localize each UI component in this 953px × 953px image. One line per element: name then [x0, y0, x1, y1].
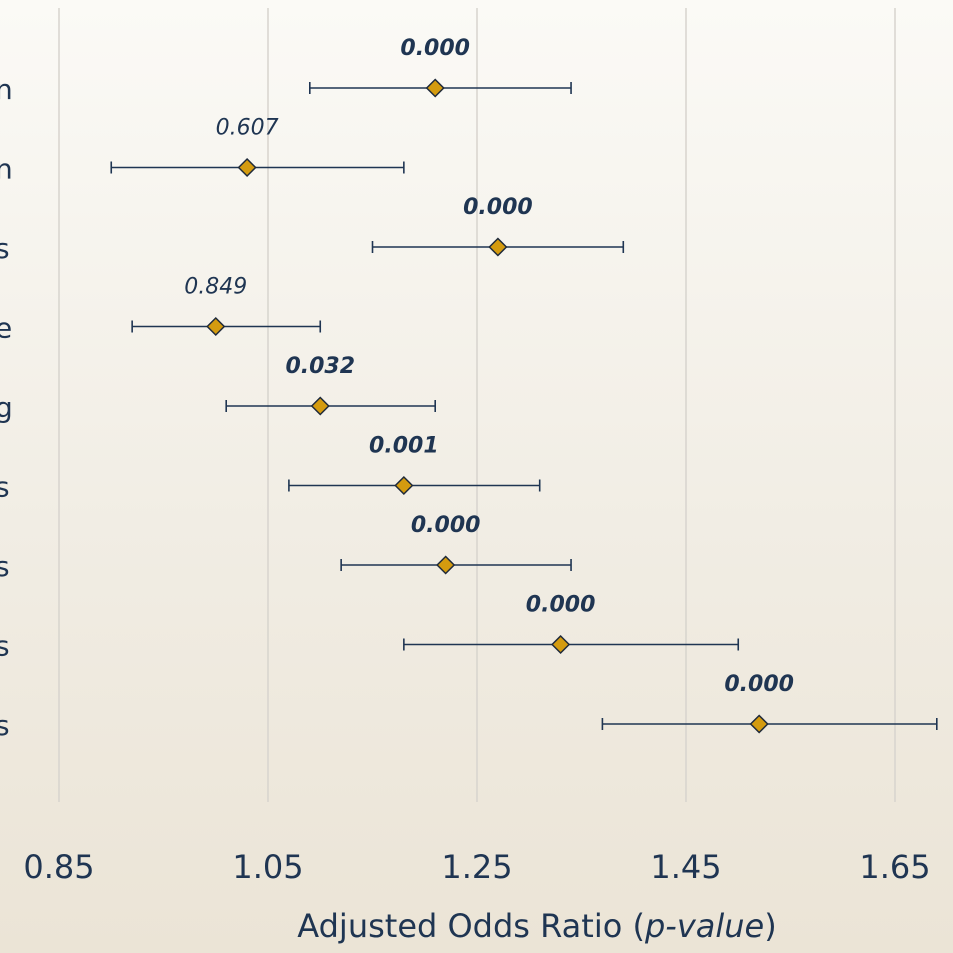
category-label: n	[0, 153, 13, 186]
p-value-label: 0.000	[724, 672, 794, 697]
category-label: n	[0, 73, 13, 106]
x-tick-label: 1.25	[441, 848, 512, 886]
x-axis-title: Adjusted Odds Ratio (p-value)	[297, 907, 776, 945]
category-label: s	[0, 709, 10, 742]
data-rows: 0.000 0.607 0.000 0.849 0.032 0.001 0.000 0.000…	[110, 36, 938, 734]
category-label: s	[0, 232, 10, 265]
forest-row: 0.001	[288, 434, 541, 496]
p-value-label: 0.000	[526, 593, 596, 618]
p-value-label: 0.001	[369, 434, 439, 459]
odds-ratio-marker	[237, 157, 257, 178]
forest-row: 0.607	[110, 116, 405, 178]
category-label: e	[0, 312, 12, 345]
category-label: s	[0, 550, 10, 583]
odds-ratio-marker	[436, 555, 456, 575]
forest-row: 0.000	[340, 513, 572, 575]
x-axis-title-prefix: Adjusted Odds Ratio (	[297, 907, 645, 945]
p-value-label: 0.000	[400, 36, 470, 61]
category-labels: n n s e g s s s s	[0, 73, 13, 742]
forest-row: 0.032	[225, 354, 437, 416]
category-label: s	[0, 471, 10, 504]
x-axis-title-suffix: )	[764, 907, 776, 945]
x-tick-label: 1.05	[232, 848, 303, 886]
forest-row: 0.849	[131, 275, 322, 337]
category-label: g	[0, 391, 13, 424]
p-value-label: 0.000	[411, 513, 481, 538]
odds-ratio-marker	[749, 714, 769, 734]
odds-ratio-marker	[551, 634, 571, 655]
odds-ratio-marker	[488, 237, 508, 257]
odds-ratio-marker	[310, 396, 330, 416]
x-axis-ticks: 0.85 1.05 1.25 1.45 1.65	[23, 848, 930, 886]
x-tick-label: 1.65	[859, 848, 930, 886]
forest-row: 0.000	[403, 593, 740, 655]
gridlines	[58, 8, 896, 802]
forest-row: 0.000	[308, 36, 572, 98]
x-tick-label: 1.45	[650, 848, 721, 886]
p-value-label: 0.849	[184, 275, 247, 300]
forest-row: 0.000	[601, 672, 938, 734]
odds-ratio-marker	[206, 316, 226, 337]
category-label: s	[0, 630, 10, 663]
p-value-label: 0.000	[463, 195, 533, 220]
odds-ratio-marker	[425, 78, 445, 98]
p-value-label: 0.032	[285, 354, 355, 379]
p-value-label: 0.607	[216, 116, 279, 141]
forest-row: 0.000	[371, 195, 625, 257]
x-tick-label: 0.85	[23, 848, 94, 886]
x-axis-title-pvalue: p-value	[644, 907, 764, 945]
odds-ratio-marker	[394, 475, 414, 496]
